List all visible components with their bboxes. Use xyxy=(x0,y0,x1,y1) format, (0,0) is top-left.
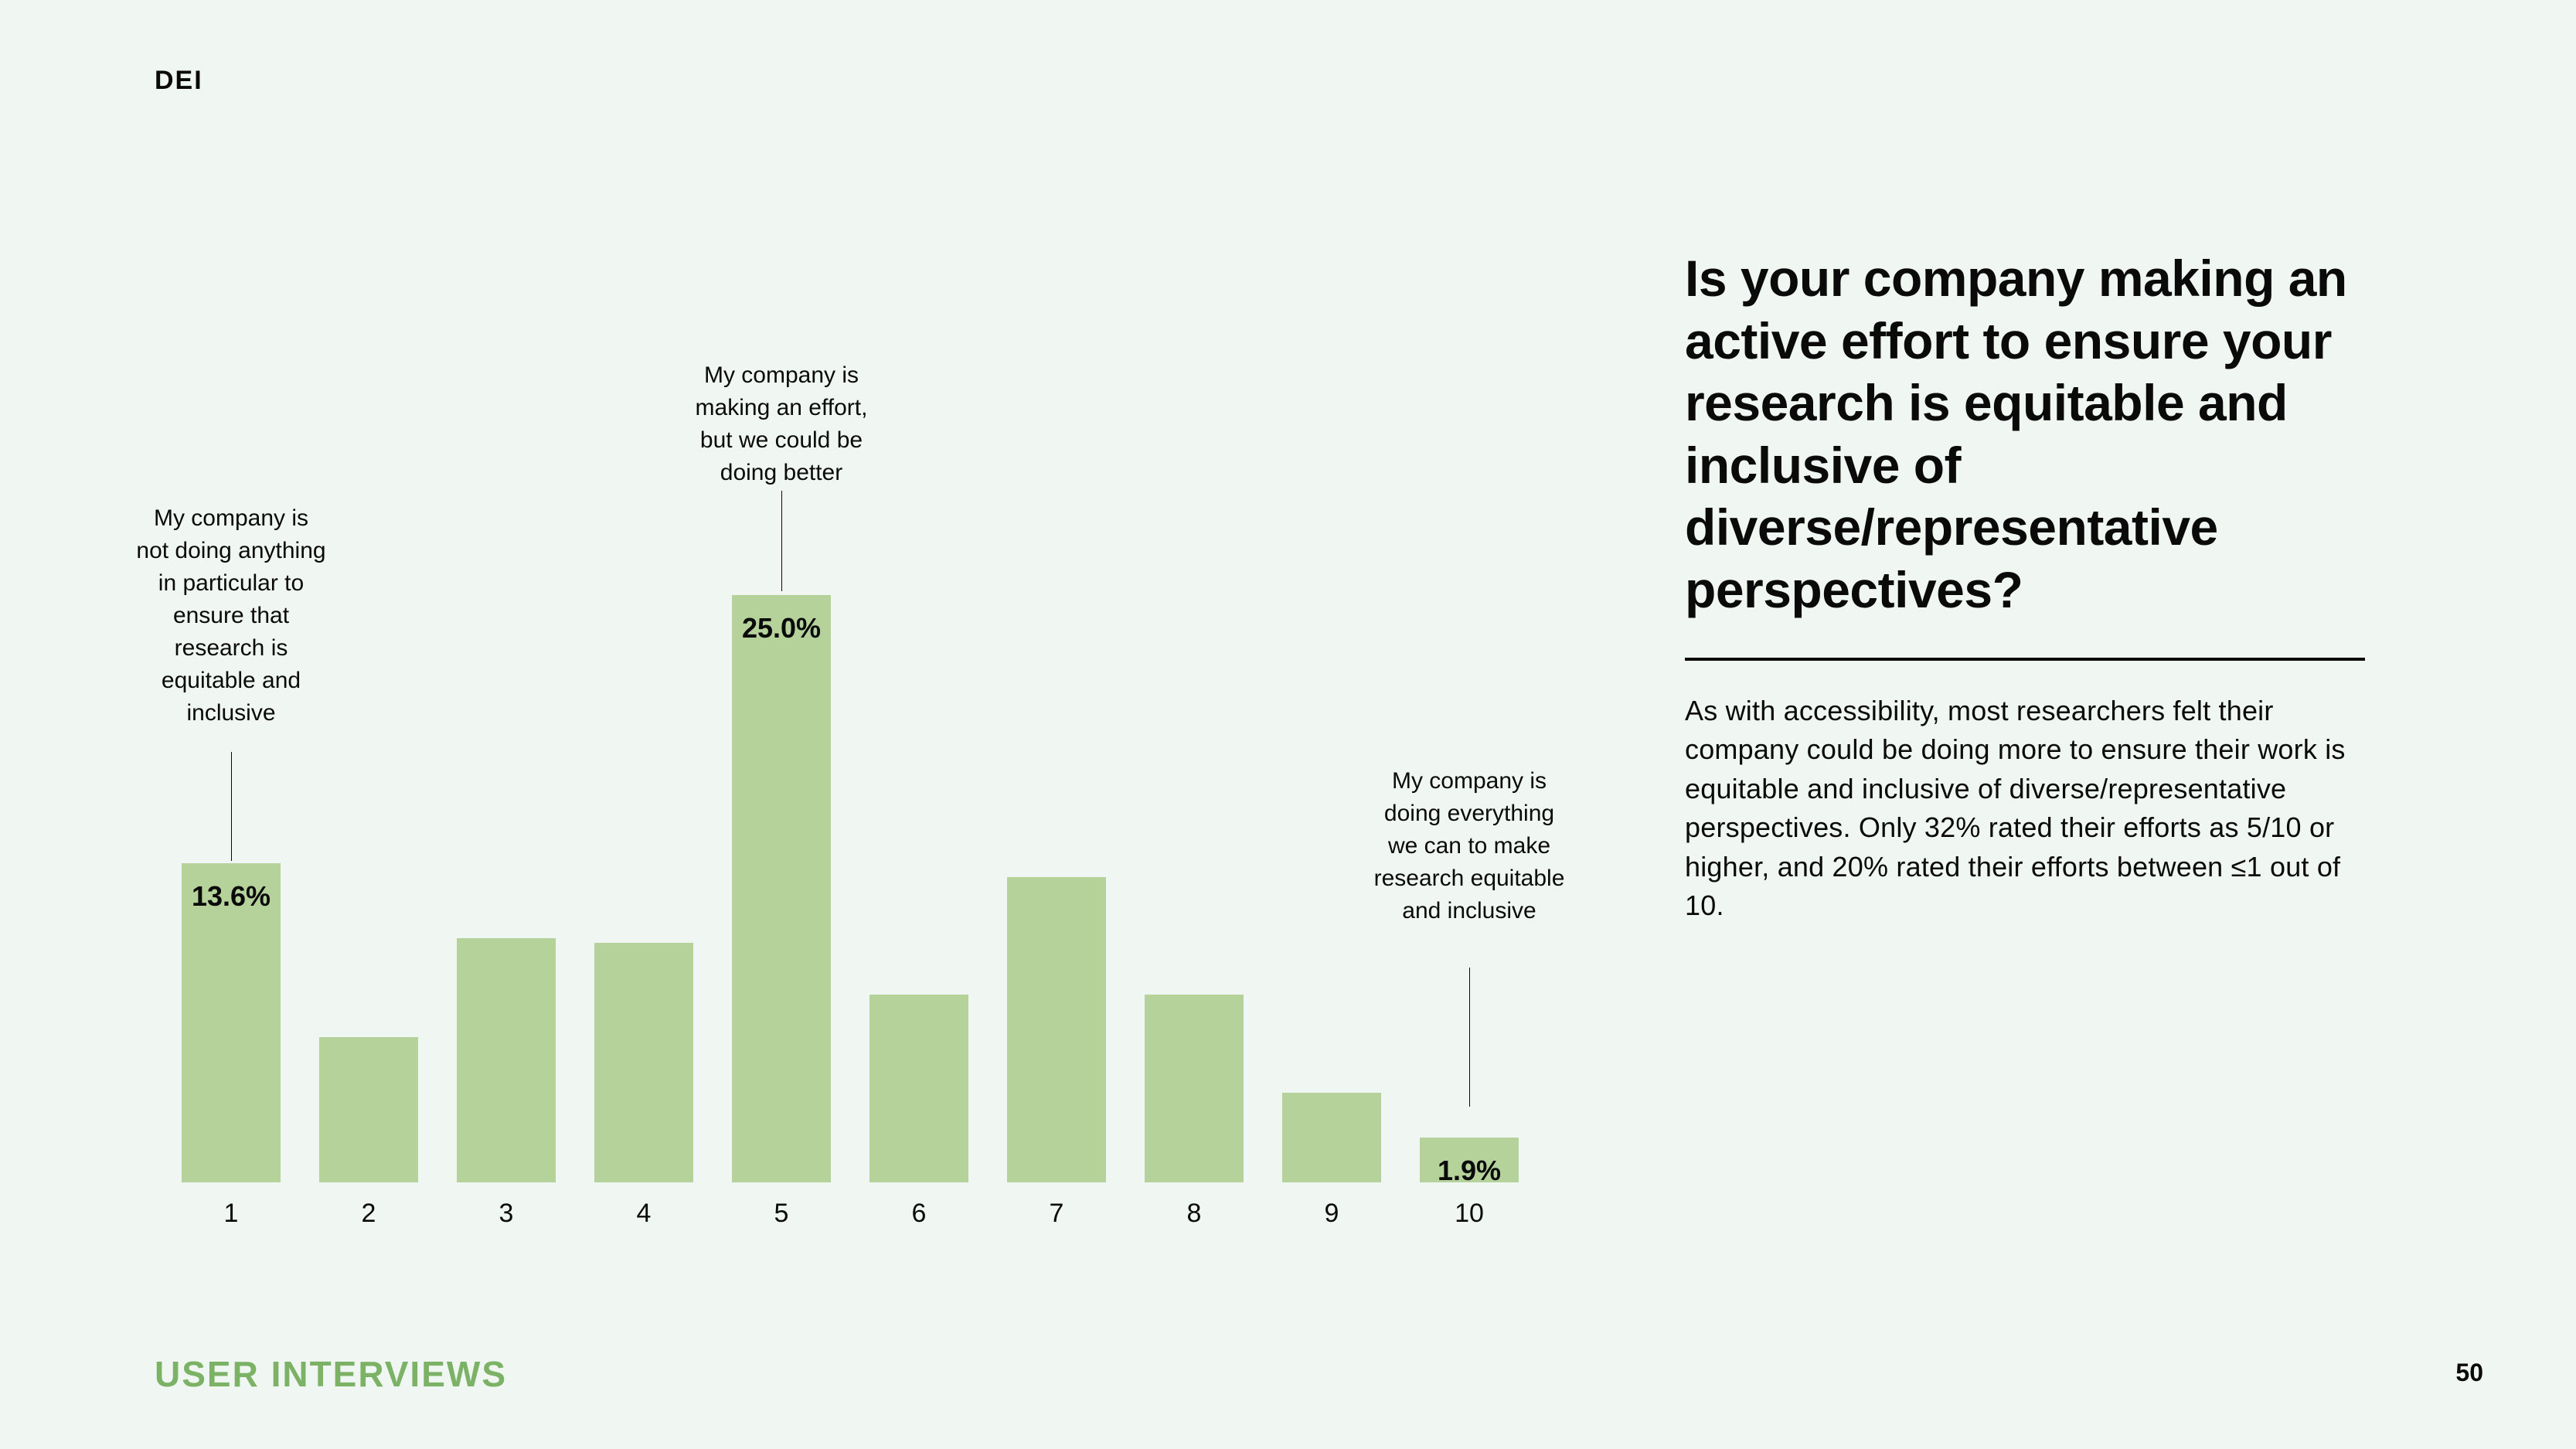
right-column: Is your company making an active effort … xyxy=(1685,247,2365,925)
x-axis-label: 8 xyxy=(1145,1199,1244,1229)
bar xyxy=(1282,1093,1381,1182)
x-axis-label: 1 xyxy=(182,1199,281,1229)
bar xyxy=(319,1037,418,1182)
bar-value-label: 25.0% xyxy=(742,612,821,645)
bar-value-label: 13.6% xyxy=(192,880,271,913)
x-axis-label: 6 xyxy=(869,1199,968,1229)
x-axis-label: 3 xyxy=(457,1199,556,1229)
bar-group xyxy=(1145,995,1244,1182)
bar-group xyxy=(594,943,693,1182)
divider xyxy=(1685,658,2365,661)
body-paragraph: As with accessibility, most researchers … xyxy=(1685,692,2365,925)
x-axis-label: 5 xyxy=(732,1199,831,1229)
bar-group: 25.0% xyxy=(732,595,831,1182)
x-axis-label: 10 xyxy=(1420,1199,1519,1229)
bar xyxy=(594,943,693,1182)
bar xyxy=(1007,877,1106,1182)
brand-label: USER INTERVIEWS xyxy=(155,1353,507,1395)
bar xyxy=(1145,995,1244,1182)
chart-annotation: My company is making an effort, but we c… xyxy=(685,359,878,489)
bar-chart: 13.6% 25.0% 1.9% 1 2 3 4 5 6 7 8 9 10 My company is… xyxy=(182,309,1573,1236)
bar-value-label: 1.9% xyxy=(1438,1155,1501,1187)
bar: 13.6% xyxy=(182,863,281,1182)
x-axis-label: 7 xyxy=(1007,1199,1106,1229)
bar-group xyxy=(1007,877,1106,1182)
bar: 1.9% xyxy=(1420,1138,1519,1182)
bar: 25.0% xyxy=(732,595,831,1182)
page-number: 50 xyxy=(2455,1359,2483,1387)
x-axis-label: 9 xyxy=(1282,1199,1381,1229)
annotation-line xyxy=(1469,968,1470,1107)
bar-group xyxy=(319,1037,418,1182)
annotation-line xyxy=(231,752,232,861)
section-label: DEI xyxy=(155,66,203,96)
x-axis-label: 4 xyxy=(594,1199,693,1229)
bar-group: 13.6% xyxy=(182,863,281,1182)
chart-annotation: My company is not doing anything in part… xyxy=(134,502,328,730)
chart-annotation: My company is doing everything we can to… xyxy=(1373,765,1566,927)
bar-group xyxy=(869,995,968,1182)
x-axis-label: 2 xyxy=(319,1199,418,1229)
annotation-line xyxy=(781,491,782,591)
bar-group xyxy=(1282,1093,1381,1182)
page-title: Is your company making an active effort … xyxy=(1685,247,2365,621)
bar xyxy=(869,995,968,1182)
bar xyxy=(457,938,556,1182)
bar-group xyxy=(457,938,556,1182)
bar-group: 1.9% xyxy=(1420,1138,1519,1182)
